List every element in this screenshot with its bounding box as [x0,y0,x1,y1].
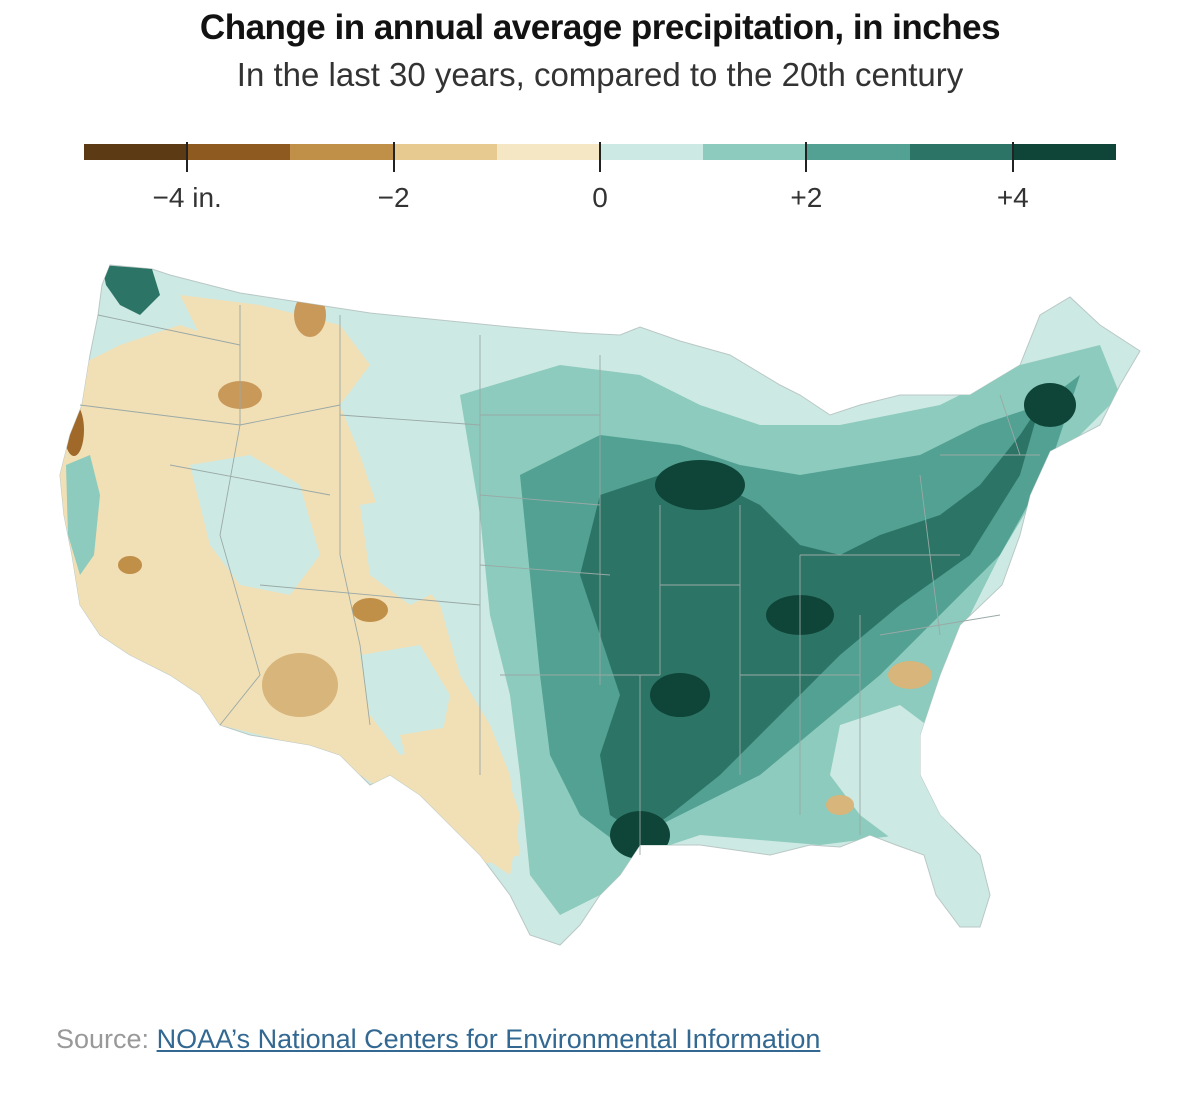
color-legend: −4 in. −2 0 +2 +4 [84,142,1117,222]
legend-tick-mark [805,142,808,172]
dry-pocket-georgia [826,795,854,815]
dry-pocket-california [118,556,142,574]
legend-swatch [1012,144,1117,160]
us-map-svg [59,264,1141,946]
source-prefix: Source: [56,1024,150,1054]
wettest-upper-midwest [655,460,745,510]
legend-swatch [600,144,704,160]
dry-pocket-montana [294,293,326,337]
dry-pocket-utah [352,598,388,622]
legend-swatch [290,144,394,160]
chart-title: Change in annual average precipitation, … [199,8,1001,47]
wet-patch-colorado [360,495,460,605]
source-line: Source: NOAA’s National Centers for Envi… [56,1024,820,1055]
legend-swatch [393,144,497,160]
legend-swatch [703,144,807,160]
wettest-new-england [1024,383,1076,427]
state-borders [79,305,1040,855]
precipitation-map [40,255,1160,955]
legend-swatch [806,144,910,160]
chart-subtitle: In the last 30 years, compared to the 20… [236,56,964,93]
legend-tick-label: +4 [996,182,1029,213]
legend-swatch [187,144,291,160]
legend-tick-mark [1011,142,1014,172]
wet-pacific-northwest [102,265,160,315]
dry-pocket-arizona [262,653,338,717]
legend-tick-label: −4 in. [152,182,222,213]
legend-swatch [496,144,601,160]
wet-california-coast [66,455,100,575]
legend-swatch [909,144,1013,160]
dry-pocket-carolinas [888,661,932,689]
dry-west-texas [400,725,520,875]
legend-tick-label: +2 [790,182,823,213]
legend-swatch [84,144,188,160]
wet-patch-great-basin [190,455,320,595]
legend-tick-mark [186,142,189,172]
legend-tick-mark [392,142,395,172]
wettest-arkansas [650,673,710,717]
wet-patch-new-mexico [360,645,450,755]
precipitation-field [60,265,1120,915]
source-link[interactable]: NOAA’s National Centers for Environmenta… [156,1024,821,1054]
legend-color-bar [84,144,1117,160]
legend-tick-label: −2 [377,182,410,213]
legend-tick-label: 0 [592,182,608,213]
dry-pocket-oregon-coast [64,404,84,456]
legend-tick-mark [599,142,601,172]
